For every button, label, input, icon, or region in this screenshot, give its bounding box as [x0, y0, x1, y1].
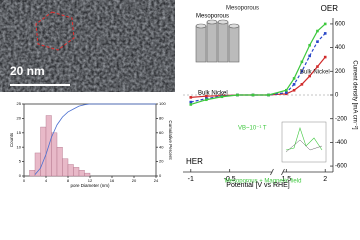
scale-bar-line — [10, 84, 70, 86]
y-tick-label: 5 — [19, 159, 22, 164]
y2-axis-label: Cumulative Percent — [168, 120, 173, 160]
y2-tick-label: 100 — [159, 101, 166, 106]
x-tick-label: -0.5 — [224, 176, 236, 183]
y-tick-label: 0 — [335, 93, 339, 99]
bar — [73, 167, 80, 177]
series-marker — [251, 93, 255, 97]
series-marker — [285, 91, 288, 94]
y-tick-label: -600 — [335, 164, 348, 170]
pore-illustration — [195, 19, 240, 63]
axis-break — [270, 168, 285, 176]
y-tick-label: 600 — [335, 22, 346, 28]
series-marker — [316, 65, 319, 68]
series-marker — [316, 40, 319, 43]
series-marker — [300, 70, 304, 73]
series-marker — [323, 32, 327, 35]
bar — [67, 164, 74, 177]
scale-bar: 20 nm — [10, 64, 45, 78]
bar — [29, 170, 36, 177]
series-marker — [292, 88, 296, 92]
y-tick-label: -200 — [335, 116, 348, 122]
x-axis-label: pore Diameter (nm) — [70, 183, 110, 188]
x-tick-label: 2 — [323, 176, 327, 183]
y2-tick-label: 20 — [159, 159, 164, 164]
x-tick-label: 0 — [23, 178, 26, 183]
series-marker — [300, 83, 304, 86]
series-marker — [236, 93, 239, 97]
series-marker — [189, 103, 193, 106]
series-marker — [189, 96, 193, 99]
series-marker — [308, 54, 311, 58]
y-tick-label: 10 — [17, 144, 22, 149]
x-tick-label: -1 — [188, 176, 194, 183]
series-marker — [308, 74, 311, 78]
y2-tick-label: 0 — [159, 173, 162, 178]
x-tick-label: 20 — [132, 178, 137, 183]
bar — [56, 146, 63, 177]
x-tick-label: 12 — [88, 178, 93, 183]
y2-tick-label: 60 — [159, 130, 164, 135]
y2-tick-label: 40 — [159, 144, 164, 149]
bar — [34, 152, 41, 177]
x-tick-label: 4 — [45, 178, 48, 183]
y-tick-label: 15 — [17, 130, 22, 135]
series-marker — [300, 60, 304, 64]
y-tick-label: 400 — [335, 45, 346, 51]
x-axis-label: Potential [V vs RHE] — [226, 182, 289, 189]
annotation: Mesoporous — [196, 14, 229, 20]
y-tick-label: 200 — [335, 69, 346, 75]
annotation: OER — [321, 4, 339, 13]
y-tick-label: 20 — [17, 115, 22, 120]
bar — [62, 158, 69, 177]
series-marker — [292, 77, 296, 80]
series-marker — [323, 22, 327, 26]
tem-image: 20 nm — [0, 0, 175, 92]
y-tick-label: 25 — [17, 101, 22, 106]
series-marker — [292, 83, 296, 86]
y-tick-label: 0 — [19, 173, 22, 178]
legend-label: Bulk Nickel — [300, 70, 330, 76]
legend-label: Mesoporous + Magnetic field — [225, 179, 302, 185]
annotation: HER — [186, 157, 203, 166]
series-marker — [316, 29, 319, 33]
figure: 20 nm 0 4 8 12 16 20 240510152025020406080100p… — [0, 0, 357, 189]
inset-plot — [281, 121, 327, 163]
x-tick-label: 16 — [110, 178, 115, 183]
hexagon-outline — [35, 11, 75, 51]
y-tick-label: -400 — [335, 140, 348, 146]
legend-label: Mesoporous — [226, 6, 259, 12]
y-axis-label: Current density [mA cm⁻²] — [351, 60, 357, 130]
bar — [78, 170, 85, 177]
series-line — [190, 32, 326, 103]
bar — [40, 126, 47, 177]
bar — [51, 132, 58, 177]
x-tick-label: 24 — [154, 178, 159, 183]
series-marker — [205, 98, 208, 102]
x-tick-label: 1.5 — [281, 176, 291, 183]
series-marker — [189, 100, 193, 104]
annotation: VB~10⁻¹ T — [238, 126, 267, 132]
bar — [84, 172, 91, 177]
annotation: Bulk Nickel — [198, 91, 228, 97]
series-line — [190, 23, 326, 106]
series-marker — [323, 55, 327, 59]
y-axis-label: Counts — [9, 132, 14, 147]
series-marker — [308, 43, 311, 47]
series-marker — [267, 93, 270, 97]
series-marker — [220, 95, 224, 99]
series-marker — [205, 94, 208, 98]
cumulative-line — [34, 103, 156, 175]
y2-tick-label: 80 — [159, 115, 164, 120]
series-marker — [285, 88, 288, 92]
x-tick-label: 8 — [67, 178, 70, 183]
